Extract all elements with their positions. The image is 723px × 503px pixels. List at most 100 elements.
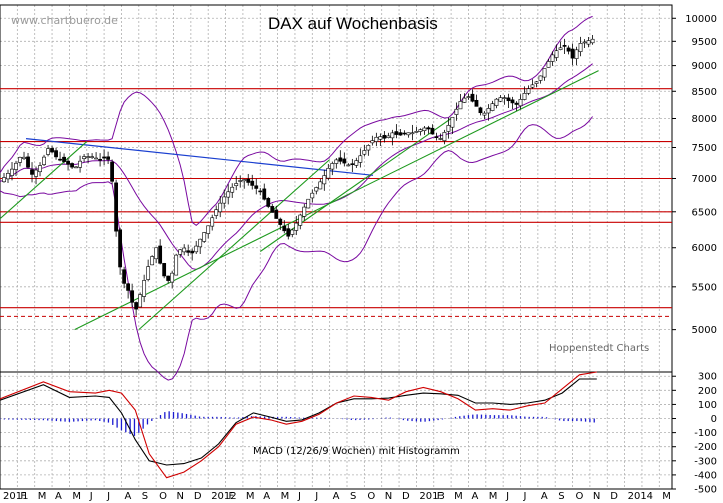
candle-body [118, 229, 123, 268]
candle-body [450, 116, 455, 128]
candle-body [354, 160, 359, 166]
time-tick-label: D [402, 491, 410, 502]
bollinger-bands [0, 15, 593, 381]
candle-body [334, 159, 339, 164]
candle-body [94, 157, 98, 160]
candle-body [426, 127, 431, 130]
candle-body [310, 192, 315, 199]
macd-tick-label: -500 [694, 485, 717, 496]
candle-body [550, 54, 555, 62]
candle-body [214, 209, 219, 216]
candle-body [266, 197, 271, 207]
candle-body [566, 47, 571, 52]
macd-series-macd [0, 378, 597, 466]
time-tick-label: O [367, 491, 375, 502]
candle-body [186, 250, 191, 253]
candle-body [86, 156, 90, 158]
candle-body [526, 88, 531, 94]
candle-body [418, 129, 423, 132]
macd-title: MACD (12/26/9 Wochen) mit Histogramm [253, 446, 460, 457]
time-tick-label: S [350, 491, 356, 502]
candle-body [138, 294, 143, 308]
candle-body [398, 132, 403, 136]
candle-body [538, 75, 543, 81]
price-tick-label: 10000 [685, 14, 717, 25]
candle-body [330, 163, 335, 170]
candle-body [278, 218, 283, 225]
uptrend-line [74, 70, 599, 331]
time-tick-label: F [229, 491, 235, 502]
candle-body [394, 131, 399, 135]
candle-body [578, 43, 583, 52]
candle-body [342, 158, 347, 164]
candle-body [414, 131, 419, 133]
candle-body [150, 256, 155, 266]
time-tick-label: A [55, 491, 62, 502]
candle-body [282, 225, 287, 232]
candle-body [14, 162, 18, 170]
candle-body [10, 168, 14, 176]
candle-body [242, 179, 247, 182]
candle-body [542, 68, 547, 78]
candle-body [38, 165, 42, 173]
candle-body [558, 47, 563, 50]
price-tick-label: 9500 [692, 37, 717, 48]
candle-body [586, 40, 591, 45]
candle-body [250, 180, 255, 186]
candle-body [22, 156, 26, 160]
time-tick-label: N [385, 491, 392, 502]
candle-body [110, 161, 115, 182]
candle-body [162, 263, 167, 277]
candle-body [590, 38, 595, 44]
candle-body [158, 245, 163, 264]
macd-tick-label: -400 [694, 470, 717, 481]
time-tick-label: O [159, 491, 167, 502]
time-tick-label: J [297, 491, 301, 502]
candle-body [574, 49, 579, 59]
time-tick-label: S [558, 491, 564, 502]
candle-body [194, 245, 199, 253]
time-tick-label: A [263, 491, 270, 502]
candle-body [178, 249, 183, 255]
candle-body [66, 160, 70, 165]
candle-body [226, 191, 231, 198]
candle-body [230, 186, 235, 193]
candle-body [482, 112, 487, 116]
candle-body [390, 132, 395, 139]
candle-body [318, 181, 323, 190]
macd-tick-label: -200 [694, 442, 717, 453]
candle-body [54, 150, 58, 158]
candle-body [238, 180, 243, 182]
time-tick-label: M [489, 491, 498, 502]
time-tick-label: M [38, 491, 47, 502]
candle-body [534, 81, 539, 84]
candle-body [326, 167, 331, 179]
candle-body [470, 93, 475, 102]
candle-body [494, 98, 499, 106]
price-tick-label: 9000 [692, 61, 717, 72]
candle-body [174, 254, 179, 276]
time-tick-label: D [194, 491, 202, 502]
candle-body [562, 45, 567, 47]
candle-body [322, 175, 327, 185]
candle-body [274, 209, 279, 219]
candle-body [90, 156, 94, 158]
candle-body [98, 158, 102, 161]
candles [2, 35, 595, 316]
candle-body [522, 93, 527, 100]
candle-body [514, 102, 519, 105]
price-tick-label: 5500 [692, 282, 717, 293]
macd-panel-border [0, 371, 673, 490]
candle-body [62, 156, 66, 162]
uptrend-line [0, 141, 88, 220]
time-tick-label: J [106, 491, 110, 502]
candle-body [454, 108, 459, 115]
price-tick-label: 7500 [692, 143, 717, 154]
time-tick-label: N [593, 491, 600, 502]
bollinger-upper [0, 15, 593, 227]
candle-body [82, 156, 86, 160]
candle-body [406, 132, 411, 136]
candle-body [190, 250, 195, 254]
